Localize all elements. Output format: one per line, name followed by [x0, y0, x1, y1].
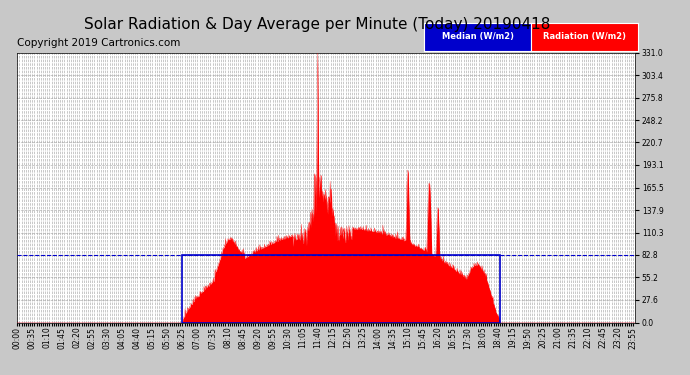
Text: Median (W/m2): Median (W/m2) — [442, 32, 514, 41]
Text: Radiation (W/m2): Radiation (W/m2) — [543, 32, 627, 41]
Text: Copyright 2019 Cartronics.com: Copyright 2019 Cartronics.com — [17, 38, 181, 48]
Text: Solar Radiation & Day Average per Minute (Today) 20190418: Solar Radiation & Day Average per Minute… — [84, 17, 551, 32]
Bar — [182, 255, 500, 322]
